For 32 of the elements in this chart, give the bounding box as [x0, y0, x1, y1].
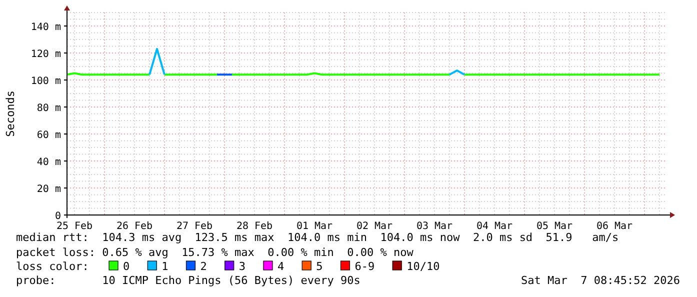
x-tick-label: 05 Mar: [536, 221, 573, 232]
x-tick-label: 06 Mar: [596, 221, 633, 232]
legend-label: 0: [123, 260, 130, 273]
text: packet loss: 0.65 % avg 15.73 % max 0.00 % min 0.00 % now: [16, 246, 414, 259]
legend-label: 4: [277, 260, 284, 273]
legend-label: 1: [162, 260, 168, 273]
x-tick-label: 04 Mar: [476, 221, 513, 232]
y-tick-label: 100 m: [30, 76, 61, 87]
legend-label: 5: [316, 260, 323, 273]
y-tick-label: 20 m: [36, 184, 61, 195]
x-tick-label: 02 Mar: [356, 221, 393, 232]
text: probe: 10 ICMP Echo Pings (56 Bytes) every 90s: [16, 274, 360, 287]
legend-title: loss color:: [16, 260, 89, 273]
x-tick-label: 01 Mar: [296, 221, 333, 232]
x-tick-label: 26 Feb: [116, 221, 153, 232]
y-tick-label: 40 m: [36, 157, 61, 168]
x-tick-label: 25 Feb: [56, 221, 93, 232]
x-tick-label: 28 Feb: [236, 221, 273, 232]
y-tick-label: 140 m: [30, 22, 61, 33]
x-tick-label: 03 Mar: [416, 221, 453, 232]
text: Sat Mar 7 08:45:52 2026: [521, 274, 680, 287]
y-axis-title: Seconds: [4, 90, 17, 137]
y-tick-label: 120 m: [30, 49, 61, 60]
legend-label: 6-9: [354, 260, 375, 273]
legend-label: 2: [200, 260, 207, 273]
y-tick-label: 80 m: [36, 103, 61, 114]
y-tick-label: 60 m: [36, 130, 61, 141]
legend-label: 10/10: [406, 260, 440, 273]
legend-label: 3: [238, 260, 246, 273]
y-tick-label: 0: [54, 211, 61, 222]
text: median rtt: 104.3 ms avg 123.5 ms max 104.0 ms min 104.0 ms now 2.0 ms sd 51.9 am/s: [16, 231, 619, 244]
x-tick-label: 27 Feb: [176, 221, 213, 232]
